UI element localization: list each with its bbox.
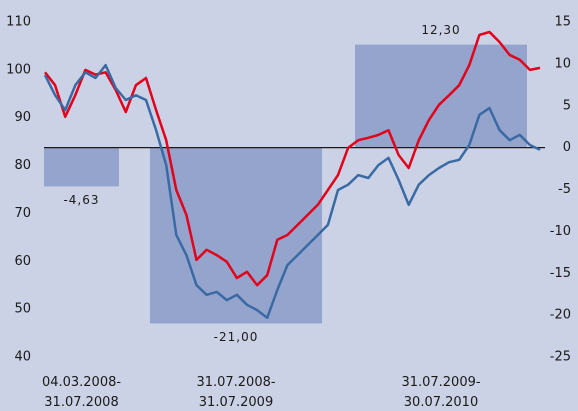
line-series <box>43 63 541 320</box>
line-series <box>44 30 541 287</box>
x-tick-label-line: 31.07.2009- <box>401 375 480 390</box>
y-tick-label: 70 <box>14 206 31 221</box>
y-tick-label: 80 <box>14 158 31 173</box>
y2-tick-label: 0 <box>563 140 571 155</box>
bar <box>355 44 527 148</box>
y2-tick-label: -25 <box>550 350 571 365</box>
bar-value-label: 12,30 <box>421 23 460 37</box>
bar-value-label: -4,63 <box>63 193 99 207</box>
y-tick-label: 40 <box>14 350 31 365</box>
x-tick-label: 04.03.2008- 31.07.2008 <box>42 375 121 410</box>
y2-tick-label: 10 <box>554 56 571 71</box>
y2-tick-label: -20 <box>550 308 571 323</box>
x-tick-label-line: 30.07.2010 <box>404 395 478 410</box>
x-tick-label-line: 31.07.2009 <box>199 395 273 410</box>
y-tick-label: 60 <box>14 254 31 269</box>
y-tick-label: 110 <box>6 15 31 30</box>
x-tick-label-line: 31.07.2008- <box>196 375 275 390</box>
y2-tick-label: 15 <box>554 15 571 30</box>
bar-value-label: -21,00 <box>214 330 259 344</box>
y2-tick-label: -10 <box>550 224 571 239</box>
y2-tick-label: 5 <box>563 98 571 113</box>
x-tick-label-line: 31.07.2008 <box>44 395 118 410</box>
y2-tick-label: -15 <box>550 266 571 281</box>
bar <box>44 147 119 187</box>
y-tick-label: 90 <box>14 110 31 125</box>
y-tick-label: 100 <box>6 62 31 77</box>
x-tick-label: 31.07.2008- 31.07.2009 <box>196 375 275 410</box>
y2-tick-label: -5 <box>558 182 571 197</box>
x-tick-label-line: 04.03.2008- <box>42 375 121 390</box>
x-tick-label: 31.07.2009- 30.07.2010 <box>401 375 480 410</box>
y-tick-label: 50 <box>14 302 31 317</box>
